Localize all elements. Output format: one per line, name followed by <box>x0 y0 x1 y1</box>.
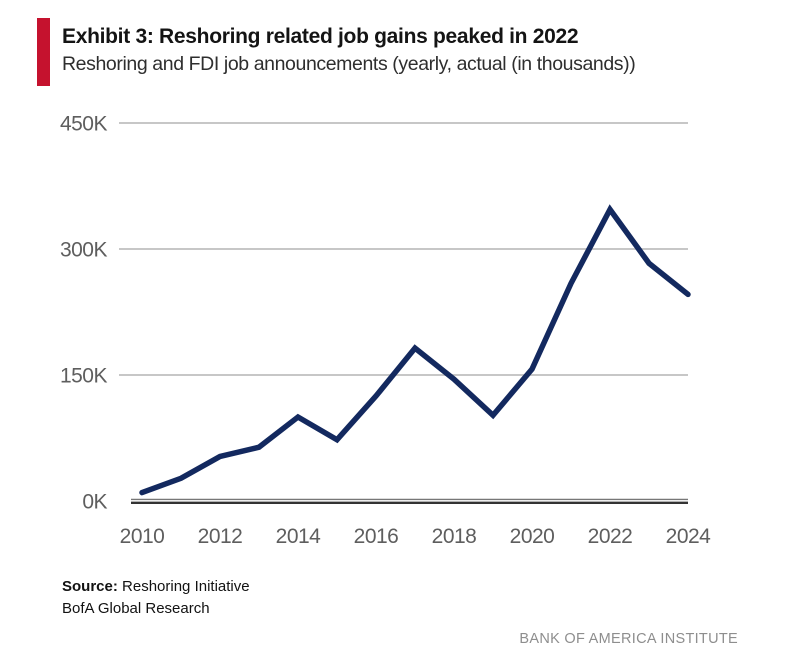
x-tick-label: 2012 <box>198 525 243 548</box>
data-series-line <box>139 204 691 496</box>
y-axis-labels: 0K 150K 300K 450K <box>60 113 108 514</box>
source-line: Source: Reshoring Initiative <box>62 576 250 598</box>
source-block: Source: Reshoring Initiative BofA Global… <box>62 576 250 620</box>
x-tick-label: 2022 <box>588 525 633 548</box>
x-tick-label: 2014 <box>276 525 322 548</box>
exhibit-title: Exhibit 3: Reshoring related job gains p… <box>62 25 579 48</box>
x-tick-label: 2016 <box>354 525 399 548</box>
x-axis-baseline <box>131 498 688 504</box>
y-tick-label: 150K <box>60 365 108 388</box>
research-line: BofA Global Research <box>62 600 210 617</box>
y-tick-label: 300K <box>60 239 108 262</box>
institute-branding: BANK OF AMERICA INSTITUTE <box>519 631 738 647</box>
exhibit-accent-bar <box>37 18 50 86</box>
exhibit-subtitle: Reshoring and FDI job announcements (yea… <box>62 53 636 75</box>
y-tick-label: 450K <box>60 113 108 136</box>
x-tick-label: 2018 <box>432 525 477 548</box>
x-tick-label: 2024 <box>666 525 712 548</box>
x-tick-label: 2010 <box>120 525 165 548</box>
gridlines <box>119 122 688 376</box>
y-tick-label: 0K <box>82 491 107 514</box>
x-tick-label: 2020 <box>510 525 555 548</box>
source-value: Reshoring Initiative <box>122 578 250 595</box>
source-label: Source: <box>62 578 118 595</box>
x-axis-labels: 2010 2012 2014 2016 2018 2020 2022 2024 <box>120 525 712 548</box>
